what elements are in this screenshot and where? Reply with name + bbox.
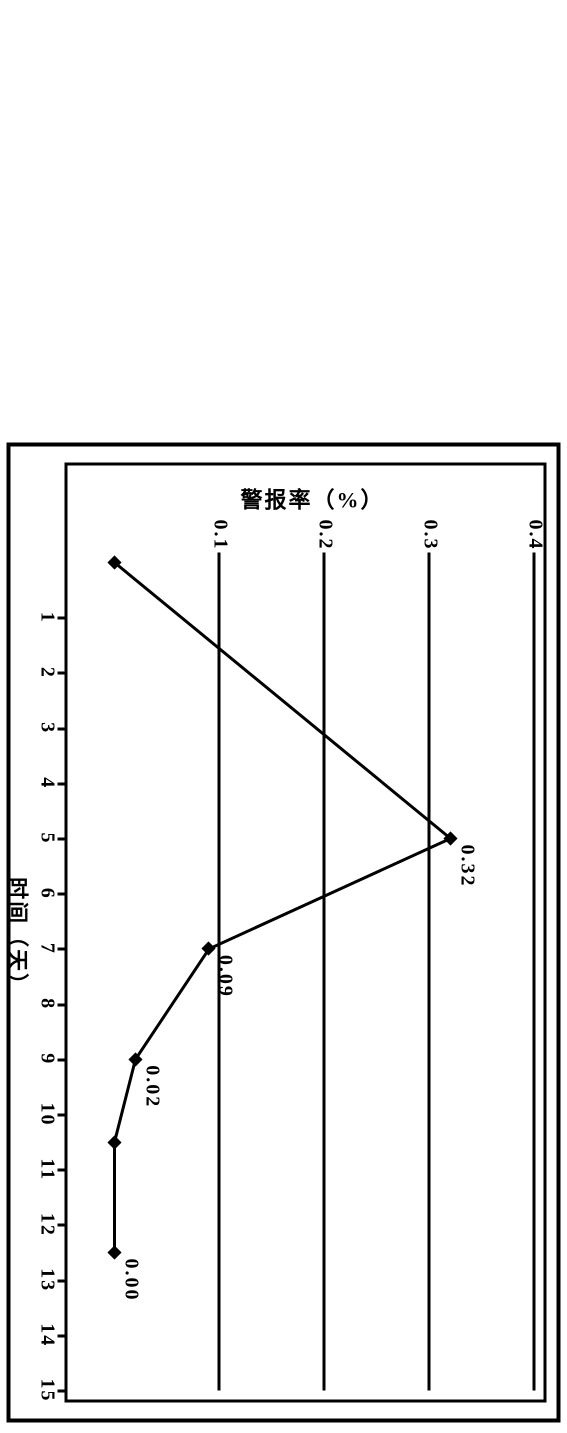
line-series [0, 433, 567, 1433]
data-label: 0.02 [141, 1065, 164, 1108]
data-label: 0.00 [120, 1259, 143, 1302]
data-label: 0.32 [456, 845, 479, 888]
chart-stage: 警报率（%） 时间（天） 0.10.20.30.4123456789101112… [0, 433, 567, 1433]
data-label: 0.09 [214, 955, 237, 998]
